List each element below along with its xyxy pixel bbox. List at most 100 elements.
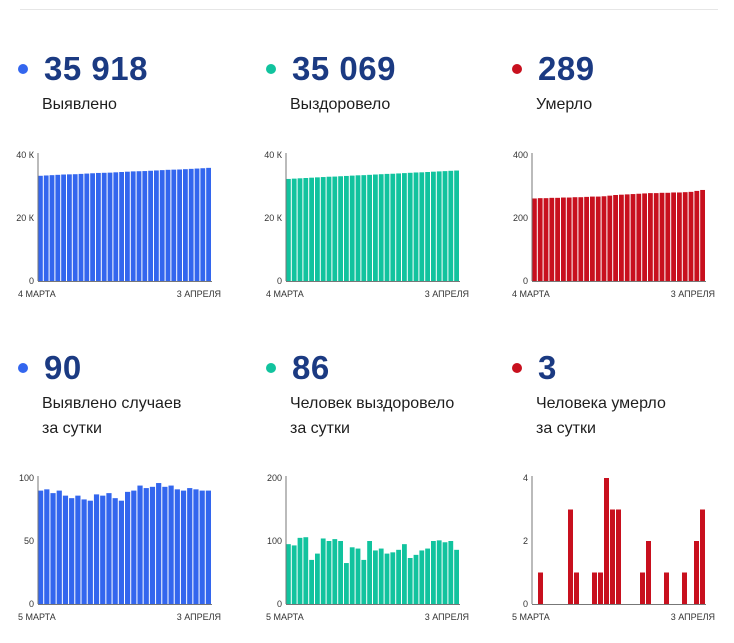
bar bbox=[200, 168, 206, 281]
card-died-daily: 3 Человека умерло за сутки 0 2 4 5 МАРТА 3 А… bbox=[510, 343, 734, 643]
bar bbox=[425, 172, 430, 281]
bar bbox=[355, 175, 361, 281]
bar bbox=[419, 172, 425, 281]
bar bbox=[84, 173, 90, 281]
bar bbox=[592, 572, 597, 604]
bar bbox=[578, 197, 584, 281]
bar bbox=[56, 490, 62, 604]
bar bbox=[407, 172, 413, 281]
bar bbox=[607, 195, 613, 281]
x-tick-label-start: 5 МАРТА bbox=[18, 612, 56, 622]
bar bbox=[100, 495, 106, 604]
bar bbox=[373, 174, 378, 281]
bar bbox=[199, 490, 205, 604]
bar bbox=[413, 172, 419, 281]
bar bbox=[584, 196, 589, 281]
bar bbox=[367, 541, 372, 604]
top-divider bbox=[20, 9, 718, 10]
series-dot-icon bbox=[266, 64, 276, 74]
bar bbox=[700, 189, 705, 281]
bar bbox=[349, 547, 355, 604]
bar bbox=[55, 174, 61, 281]
stat-value: 86 bbox=[292, 349, 330, 386]
bar bbox=[355, 548, 361, 604]
x-tick-label-start: 4 МАРТА bbox=[266, 289, 304, 299]
bar bbox=[112, 498, 118, 604]
bar bbox=[194, 168, 200, 281]
bar bbox=[396, 173, 401, 281]
bar bbox=[630, 194, 636, 281]
card-recovered: 35 069 Выздоровело 0 20 К 40 К 4 МАРТА 3 АПР… bbox=[264, 44, 504, 344]
bar bbox=[574, 572, 579, 604]
bar bbox=[549, 197, 555, 281]
bar bbox=[407, 558, 413, 604]
bar bbox=[320, 538, 326, 604]
stat-label: Выздоровело bbox=[290, 96, 391, 113]
x-tick-label-end: 3 АПРЕЛЯ bbox=[177, 612, 221, 622]
bar bbox=[171, 169, 177, 281]
bar bbox=[436, 540, 442, 604]
bar bbox=[384, 173, 390, 281]
bar bbox=[78, 173, 84, 281]
bar bbox=[75, 495, 81, 604]
bar bbox=[344, 175, 349, 281]
bar bbox=[700, 509, 705, 604]
bar bbox=[396, 549, 401, 604]
y-tick-label: 0 bbox=[29, 599, 34, 609]
bar bbox=[568, 509, 573, 604]
bar bbox=[206, 167, 211, 281]
bar bbox=[677, 192, 682, 281]
stat-value: 35 069 bbox=[292, 50, 396, 87]
card-detected: 35 918 Выявлено 0 20 К 40 К 4 МАРТА 3 АПРЕЛЯ bbox=[16, 44, 256, 344]
y-tick-label: 100 bbox=[267, 536, 282, 546]
bar-chart: 0 200 400 4 МАРТА 3 АПРЕЛЯ bbox=[512, 150, 715, 299]
y-tick-label: 0 bbox=[277, 276, 282, 286]
x-tick-label-start: 4 МАРТА bbox=[18, 289, 56, 299]
bar bbox=[537, 198, 543, 281]
bar bbox=[419, 550, 425, 604]
bar bbox=[448, 170, 454, 281]
bar bbox=[61, 174, 66, 281]
bar bbox=[349, 175, 355, 281]
bar bbox=[572, 197, 578, 281]
stat-row: 35 918 bbox=[16, 44, 148, 94]
x-tick-label-start: 4 МАРТА bbox=[512, 289, 550, 299]
bar bbox=[402, 173, 407, 281]
bar bbox=[538, 572, 543, 604]
bar bbox=[154, 170, 159, 281]
bar bbox=[436, 171, 442, 281]
bar bbox=[81, 499, 87, 604]
bar bbox=[338, 541, 343, 604]
y-tick-label: 20 К bbox=[16, 213, 35, 223]
bar bbox=[604, 478, 609, 604]
bar bbox=[107, 172, 113, 281]
bar bbox=[162, 486, 168, 604]
bar bbox=[431, 171, 436, 281]
bar bbox=[361, 559, 367, 604]
stat-value: 3 bbox=[538, 349, 557, 386]
stat-row: 86 bbox=[264, 343, 330, 393]
bar bbox=[378, 174, 384, 281]
chart-recovered-daily: 0 100 200 5 МАРТА 3 АПРЕЛЯ bbox=[264, 471, 474, 631]
series-dot-icon bbox=[18, 64, 28, 74]
bar bbox=[590, 196, 595, 281]
bar bbox=[642, 193, 647, 281]
bar bbox=[125, 491, 131, 604]
y-tick-label: 0 bbox=[523, 599, 528, 609]
stat-value: 35 918 bbox=[44, 50, 148, 87]
bar bbox=[165, 169, 171, 281]
bar bbox=[332, 539, 338, 604]
bar bbox=[315, 177, 320, 281]
bar bbox=[69, 498, 75, 604]
stat-row: 35 069 bbox=[264, 44, 396, 94]
bar bbox=[297, 537, 303, 604]
card-detected-daily: 90 Выявлено случаев за сутки 0 50 100 5 МАР… bbox=[16, 343, 256, 643]
bar bbox=[286, 544, 291, 604]
bar bbox=[671, 192, 676, 281]
bar bbox=[619, 194, 624, 281]
bar bbox=[183, 169, 188, 281]
bar bbox=[624, 194, 630, 282]
x-tick-label-start: 5 МАРТА bbox=[512, 612, 550, 622]
bar bbox=[595, 196, 601, 281]
y-tick-label: 200 bbox=[267, 473, 282, 483]
